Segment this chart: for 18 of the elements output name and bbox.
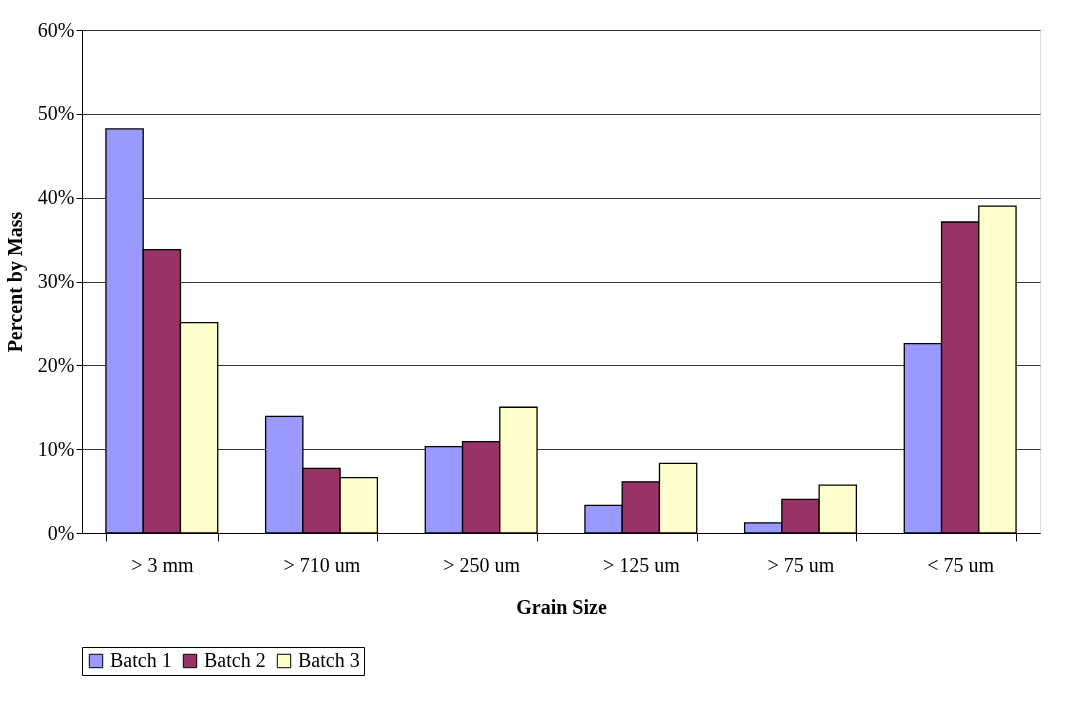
y-tick-label: 50% bbox=[37, 102, 75, 125]
y-tick-label: 60% bbox=[37, 18, 75, 41]
x-tick-label: > 125 um bbox=[602, 553, 681, 576]
y-tick-label: 20% bbox=[37, 353, 75, 376]
x-tick-label: > 710 um bbox=[283, 553, 361, 576]
legend-label: Batch 1 bbox=[110, 649, 172, 671]
x-tick-label: < 75 um bbox=[927, 553, 995, 576]
y-axis-title: Percent by Mass bbox=[3, 211, 27, 353]
legend-label: Batch 3 bbox=[298, 649, 360, 671]
x-tick-label: > 250 um bbox=[443, 553, 521, 576]
y-tick-label: 30% bbox=[37, 270, 75, 292]
y-tick-label: 10% bbox=[37, 437, 75, 460]
x-axis-title: Grain Size bbox=[516, 595, 607, 618]
y-tick-label: 0% bbox=[47, 521, 75, 544]
x-tick-label: > 75 um bbox=[767, 553, 835, 576]
legend-label: Batch 2 bbox=[204, 649, 266, 671]
y-tick-label: 40% bbox=[37, 186, 75, 209]
x-tick-label: > 3 mm bbox=[131, 553, 194, 576]
